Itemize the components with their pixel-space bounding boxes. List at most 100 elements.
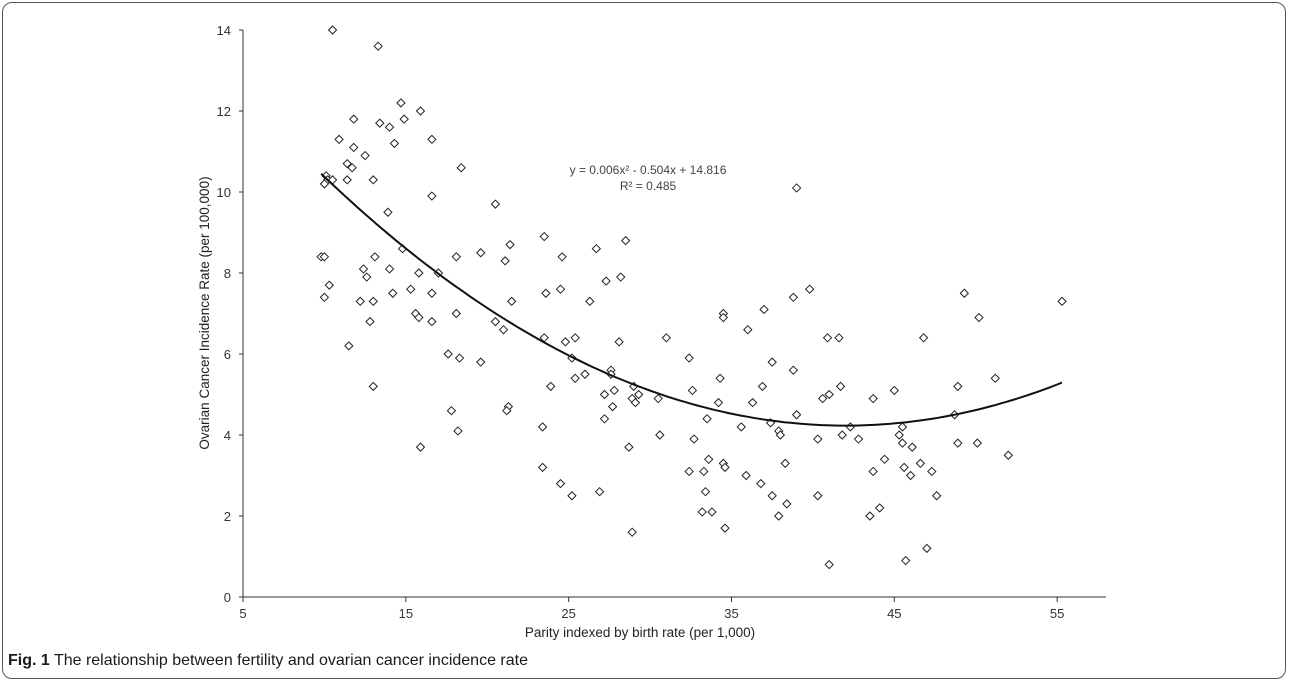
x-tick-label: 55 <box>1050 606 1064 621</box>
data-point <box>813 491 823 501</box>
data-point <box>370 252 380 262</box>
data-point <box>451 252 462 262</box>
x-tick-label: 5 <box>239 606 246 621</box>
data-point <box>782 499 792 509</box>
data-point <box>446 405 457 416</box>
data-point <box>585 296 595 307</box>
data-point <box>319 179 330 189</box>
data-point <box>368 381 378 392</box>
data-point <box>741 470 751 481</box>
data-point <box>972 438 983 448</box>
data-point <box>689 434 699 444</box>
data-point <box>990 373 1000 384</box>
data-point <box>922 543 932 554</box>
data-point <box>720 462 730 473</box>
data-point <box>703 454 714 465</box>
data-point <box>897 422 908 432</box>
y-tick-label: 6 <box>224 347 231 362</box>
data-point <box>759 304 769 315</box>
data-point <box>715 373 725 384</box>
data-point <box>362 272 372 282</box>
data-point <box>342 175 352 185</box>
x-tick-label: 25 <box>561 606 575 621</box>
data-point <box>774 511 784 521</box>
data-point <box>358 264 369 274</box>
data-point <box>889 385 900 396</box>
data-point <box>415 442 426 452</box>
data-point <box>697 507 707 517</box>
trendline <box>320 172 1063 427</box>
data-point <box>907 442 917 452</box>
data-point <box>687 385 698 396</box>
data-point <box>775 430 786 440</box>
data-point <box>443 349 453 359</box>
data-point <box>824 389 834 400</box>
data-point <box>570 373 580 384</box>
data-point <box>824 559 834 570</box>
y-axis-label: Ovarian Cancer Incidence Rate (per 100,0… <box>197 176 212 449</box>
data-point <box>365 316 375 327</box>
data-point <box>557 252 567 262</box>
data-point <box>427 191 437 201</box>
data-point <box>747 397 758 408</box>
data-point <box>599 389 610 400</box>
data-point <box>699 466 709 477</box>
data-point <box>616 272 626 282</box>
data-point <box>780 458 790 469</box>
data-point <box>334 134 344 145</box>
data-point <box>414 312 424 323</box>
data-point <box>349 114 359 124</box>
data-point <box>541 288 551 298</box>
y-tick-label: 4 <box>224 428 231 443</box>
data-point <box>620 235 631 246</box>
data-point <box>319 292 330 303</box>
data-point <box>845 422 856 432</box>
data-point <box>624 442 634 452</box>
y-tick-label: 10 <box>217 185 231 200</box>
y-tick-label: 12 <box>217 104 231 119</box>
data-point <box>835 381 846 392</box>
data-point <box>633 389 644 400</box>
data-point <box>368 296 378 307</box>
data-point <box>342 158 352 169</box>
data-point <box>537 422 548 432</box>
data-point <box>1003 450 1014 460</box>
data-point <box>476 357 486 367</box>
scatter-chart: 0 2 4 6 8 10 12 14 5 15 25 35 45 55 y = 0.006x² - 0.… <box>197 23 1106 640</box>
data-point <box>594 486 605 497</box>
data-point <box>822 333 833 343</box>
figure-caption: Fig. 1 The relationship between fertilit… <box>8 652 528 670</box>
y-tick-label: 14 <box>217 23 231 38</box>
data-point <box>614 337 624 347</box>
data-point <box>383 207 393 217</box>
data-point <box>324 280 335 290</box>
data-point <box>555 284 566 294</box>
data-point <box>894 430 904 440</box>
data-point <box>453 426 463 436</box>
data-point <box>389 138 400 149</box>
data-point <box>580 369 590 379</box>
y-tick-label: 8 <box>224 266 231 281</box>
data-point <box>736 422 746 432</box>
data-point <box>879 454 890 465</box>
data-point <box>756 478 766 489</box>
data-point <box>505 239 515 250</box>
data-point <box>546 381 556 392</box>
data-point <box>630 397 641 408</box>
data-point <box>627 527 637 537</box>
data-point <box>368 175 378 185</box>
data-point <box>601 276 611 286</box>
data-point <box>837 430 847 440</box>
data-point <box>609 385 619 396</box>
data-point <box>788 292 799 303</box>
data-point <box>451 308 462 319</box>
data-point <box>498 324 509 335</box>
data-point <box>927 466 937 477</box>
data-point <box>897 438 908 448</box>
data-point <box>661 333 672 343</box>
data-point <box>506 296 517 307</box>
data-point <box>788 365 799 375</box>
data-point <box>560 337 571 347</box>
data-point <box>791 183 802 193</box>
data-point <box>427 134 437 145</box>
